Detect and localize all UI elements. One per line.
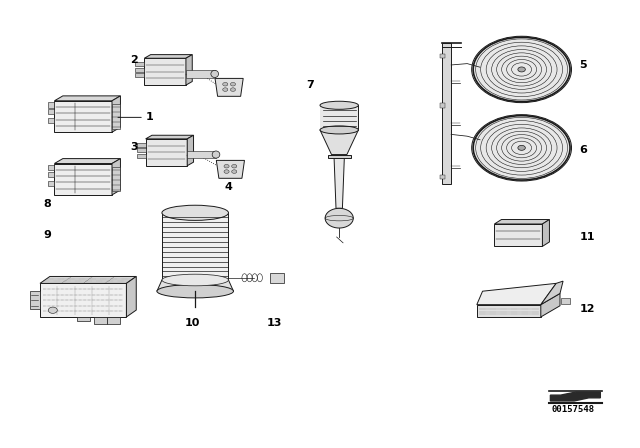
Polygon shape <box>145 58 186 85</box>
Polygon shape <box>136 68 145 72</box>
Text: 7: 7 <box>306 80 314 90</box>
Text: 2: 2 <box>130 55 138 65</box>
Polygon shape <box>320 105 358 130</box>
Polygon shape <box>328 155 351 158</box>
Polygon shape <box>29 291 40 309</box>
Polygon shape <box>48 165 54 170</box>
Text: 13: 13 <box>266 319 282 328</box>
Ellipse shape <box>518 67 525 72</box>
Polygon shape <box>187 151 216 158</box>
Polygon shape <box>40 284 127 317</box>
Circle shape <box>49 307 58 314</box>
Text: 10: 10 <box>184 319 200 328</box>
Circle shape <box>325 208 353 228</box>
Text: 11: 11 <box>579 232 595 241</box>
Polygon shape <box>541 293 560 317</box>
Text: 6: 6 <box>579 145 587 155</box>
Polygon shape <box>541 281 563 305</box>
Polygon shape <box>334 158 344 208</box>
Polygon shape <box>157 280 234 291</box>
Ellipse shape <box>162 274 228 286</box>
Polygon shape <box>112 96 120 132</box>
Polygon shape <box>54 101 112 132</box>
Circle shape <box>232 164 237 168</box>
Polygon shape <box>136 62 145 66</box>
Polygon shape <box>440 175 445 179</box>
Circle shape <box>232 170 237 173</box>
Polygon shape <box>48 109 54 114</box>
Text: 00157548: 00157548 <box>551 405 595 414</box>
Circle shape <box>230 88 236 91</box>
Polygon shape <box>112 104 120 129</box>
Ellipse shape <box>211 70 218 78</box>
Polygon shape <box>442 43 451 184</box>
Polygon shape <box>77 317 90 322</box>
Polygon shape <box>145 55 192 58</box>
Text: 4: 4 <box>225 182 232 192</box>
Text: 1: 1 <box>146 112 154 122</box>
Polygon shape <box>137 148 146 152</box>
Polygon shape <box>54 96 120 101</box>
Ellipse shape <box>320 101 358 109</box>
Circle shape <box>223 82 228 86</box>
Text: 5: 5 <box>579 60 587 70</box>
Text: 9: 9 <box>44 230 51 240</box>
Ellipse shape <box>157 284 234 298</box>
Polygon shape <box>112 167 120 191</box>
Polygon shape <box>477 305 541 317</box>
Polygon shape <box>54 159 120 164</box>
Polygon shape <box>146 135 193 139</box>
Polygon shape <box>40 276 136 284</box>
Ellipse shape <box>162 205 228 220</box>
Polygon shape <box>137 154 146 158</box>
Text: 3: 3 <box>130 142 138 152</box>
Ellipse shape <box>320 126 358 134</box>
Ellipse shape <box>212 151 220 158</box>
Circle shape <box>224 164 229 168</box>
Polygon shape <box>495 224 543 246</box>
Polygon shape <box>48 181 54 186</box>
Polygon shape <box>550 392 600 401</box>
Polygon shape <box>112 159 120 195</box>
Polygon shape <box>54 164 112 195</box>
Polygon shape <box>108 317 120 324</box>
Polygon shape <box>186 55 192 85</box>
Polygon shape <box>543 220 550 246</box>
Polygon shape <box>146 139 187 166</box>
Polygon shape <box>440 54 445 58</box>
Polygon shape <box>127 276 136 317</box>
Polygon shape <box>215 78 243 96</box>
Polygon shape <box>48 102 54 108</box>
Polygon shape <box>561 298 570 304</box>
Polygon shape <box>440 103 445 108</box>
Polygon shape <box>187 135 193 166</box>
Polygon shape <box>216 160 244 178</box>
Polygon shape <box>162 213 228 280</box>
Ellipse shape <box>518 145 525 151</box>
Polygon shape <box>136 73 145 77</box>
Circle shape <box>224 170 229 173</box>
Polygon shape <box>320 130 358 155</box>
Polygon shape <box>137 143 146 147</box>
Polygon shape <box>95 317 108 324</box>
Polygon shape <box>186 70 214 78</box>
Polygon shape <box>477 284 556 305</box>
Ellipse shape <box>472 115 572 181</box>
Polygon shape <box>48 172 54 177</box>
Polygon shape <box>495 220 550 224</box>
Polygon shape <box>48 118 54 123</box>
Text: 8: 8 <box>44 199 51 209</box>
Ellipse shape <box>472 36 572 103</box>
Polygon shape <box>270 273 284 283</box>
Circle shape <box>223 88 228 91</box>
Text: 12: 12 <box>579 304 595 314</box>
Circle shape <box>230 82 236 86</box>
